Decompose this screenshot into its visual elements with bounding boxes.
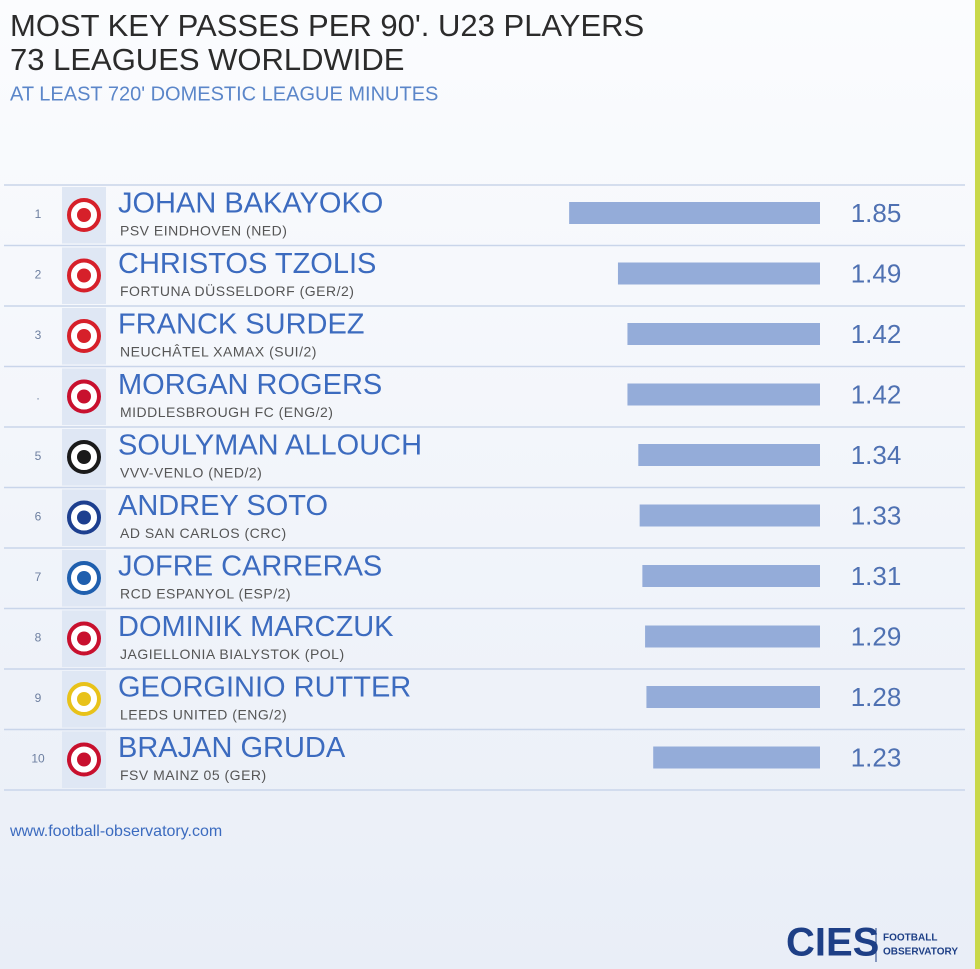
chart-subtitle: AT LEAST 720' DOMESTIC LEAGUE MINUTES — [10, 83, 438, 105]
bar — [617, 262, 820, 285]
player-name: CHRISTOS TZOLIS — [118, 248, 376, 280]
rank: 5 — [35, 449, 42, 463]
club-logo — [77, 692, 91, 706]
club-name: NEUCHÂTEL XAMAX (SUI/2) — [120, 344, 317, 360]
chart-title: MOST KEY PASSES PER 90'. U23 PLAYERS — [10, 8, 644, 43]
club-logo — [77, 631, 91, 646]
bar — [627, 323, 820, 345]
rank: 8 — [35, 631, 42, 645]
rank: 1 — [35, 207, 42, 221]
cies-logo: CIES FOOTBALL OBSERVATORY — [786, 921, 958, 965]
bar — [638, 444, 820, 466]
value-label: 1.42 — [851, 379, 902, 409]
logo-line: FOOTBALL — [883, 933, 937, 944]
logo-line: OBSERVATORY — [883, 947, 958, 958]
bar — [645, 625, 820, 648]
club-logo — [77, 268, 91, 283]
edge-stripe — [975, 0, 980, 969]
value-label: 1.33 — [851, 500, 902, 530]
club-logo — [77, 510, 91, 525]
bar — [627, 383, 820, 406]
value-label: 1.42 — [851, 319, 902, 349]
club-logo — [77, 389, 91, 404]
rank: 10 — [31, 752, 45, 766]
value-label: 1.28 — [851, 682, 902, 712]
rank: 6 — [35, 510, 42, 524]
player-name: JOFRE CARRERAS — [118, 551, 382, 583]
player-name: ANDREY SOTO — [118, 490, 328, 522]
rank: 2 — [35, 268, 42, 282]
rank: 9 — [35, 691, 42, 705]
value-label: 1.31 — [851, 561, 902, 591]
bar — [639, 504, 820, 527]
player-name: SOULYMAN ALLOUCH — [118, 430, 422, 462]
player-name: JOHAN BAKAYOKO — [118, 188, 383, 220]
club-name: AD SAN CARLOS (CRC) — [120, 525, 287, 541]
bar — [569, 202, 820, 224]
player-name: BRAJAN GRUDA — [118, 732, 346, 764]
club-name: JAGIELLONIA BIALYSTOK (POL) — [120, 646, 345, 662]
club-name: FSV MAINZ 05 (GER) — [120, 767, 267, 783]
bar — [642, 565, 820, 587]
value-label: 1.34 — [851, 440, 902, 470]
value-label: 1.29 — [851, 621, 902, 651]
player-name: DOMINIK MARCZUK — [118, 611, 394, 643]
value-label: 1.23 — [851, 742, 902, 772]
club-logo — [77, 208, 91, 222]
club-name: LEEDS UNITED (ENG/2) — [120, 707, 287, 723]
club-logo — [77, 571, 91, 585]
club-name: RCD ESPANYOL (ESP/2) — [120, 586, 291, 602]
rank: . — [36, 389, 39, 403]
rank: 7 — [35, 570, 42, 584]
bar — [653, 746, 820, 769]
club-logo — [77, 329, 91, 343]
club-name: PSV EINDHOVEN (NED) — [120, 223, 287, 239]
value-label: 1.85 — [851, 198, 902, 228]
value-label: 1.49 — [851, 258, 902, 288]
chart-subtitle: 73 LEAGUES WORLDWIDE — [10, 42, 404, 77]
player-name: MORGAN ROGERS — [118, 369, 382, 401]
club-logo — [77, 752, 91, 767]
club-name: MIDDLESBROUGH FC (ENG/2) — [120, 404, 333, 420]
player-name: GEORGINIO RUTTER — [118, 672, 411, 704]
bar — [646, 686, 820, 708]
logo-text: CIES — [786, 921, 879, 965]
source-link[interactable]: www.football-observatory.com — [9, 823, 222, 840]
club-name: VVV-VENLO (NED/2) — [120, 465, 262, 481]
club-name: FORTUNA DÜSSELDORF (GER/2) — [120, 282, 354, 299]
rank: 3 — [35, 328, 42, 342]
player-name: FRANCK SURDEZ — [118, 309, 365, 341]
club-logo — [77, 450, 91, 464]
